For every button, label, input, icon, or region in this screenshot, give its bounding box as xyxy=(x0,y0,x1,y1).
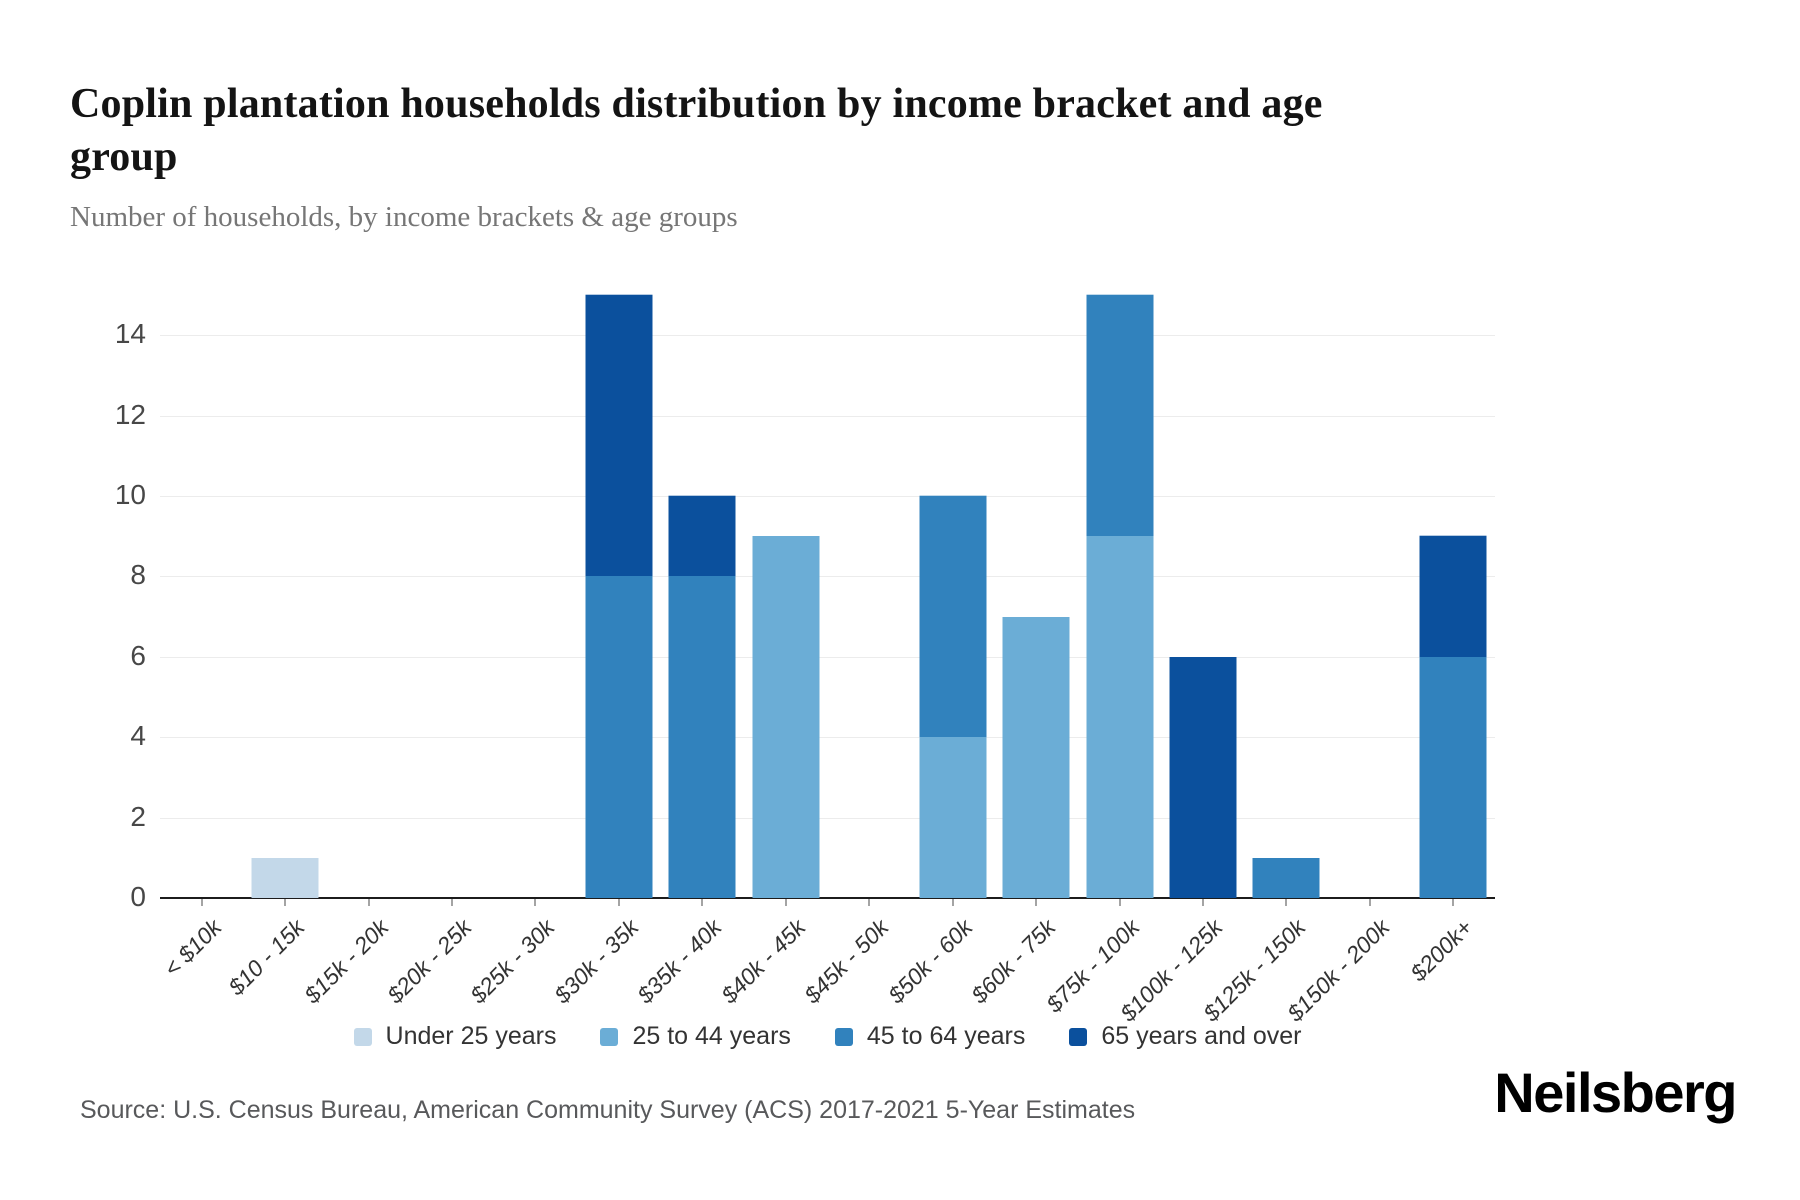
x-axis-tick-label: $30k - 35k xyxy=(548,914,644,1009)
x-axis-tick xyxy=(952,899,954,906)
gridline xyxy=(160,656,1495,658)
x-axis-tick xyxy=(201,899,203,906)
x-axis-tick-label: $15k - 20k xyxy=(298,914,393,1009)
x-axis-tick xyxy=(618,899,620,906)
x-axis-tick-label: $200k+ xyxy=(1405,914,1478,987)
x-axis-tick xyxy=(1369,899,1371,906)
x-axis-line xyxy=(160,897,1495,899)
y-axis-tick-label: 2 xyxy=(130,800,146,832)
x-axis-tick xyxy=(1035,899,1037,906)
x-axis-tick-label: $50k - 60k xyxy=(882,914,978,1009)
bar-segment xyxy=(1419,656,1487,898)
chart-subtitle: Number of households, by income brackets… xyxy=(70,201,738,233)
y-axis-tick-label: 14 xyxy=(114,318,146,350)
bar-segment xyxy=(585,576,653,898)
x-axis-tick-label: $35k - 40k xyxy=(632,914,727,1009)
brand-logo: Neilsberg xyxy=(1494,1061,1737,1124)
x-axis-tick xyxy=(785,899,787,906)
y-axis-tick-label: 6 xyxy=(130,639,146,671)
gridline xyxy=(160,817,1495,819)
x-axis-tick xyxy=(868,899,870,906)
legend-swatch xyxy=(353,1027,372,1046)
x-axis-tick-label: < $10k xyxy=(158,914,227,982)
x-axis-tick xyxy=(1119,899,1121,906)
legend-label: 25 to 44 years xyxy=(632,1022,791,1050)
x-axis-tick xyxy=(1452,899,1454,906)
x-axis-tick-label: $40k - 45k xyxy=(715,914,811,1009)
gridline xyxy=(160,576,1495,578)
bar-segment xyxy=(1002,616,1070,898)
bar-segment xyxy=(251,857,319,898)
x-axis-tick xyxy=(1202,899,1204,906)
bar-segment xyxy=(752,536,820,898)
bar-segment xyxy=(919,737,987,898)
gridline xyxy=(160,737,1495,739)
legend-label: 45 to 64 years xyxy=(866,1022,1026,1050)
legend-item: 65 years and over xyxy=(1069,1022,1301,1051)
y-axis-tick-label: 4 xyxy=(130,720,146,752)
legend-item: 25 to 44 years xyxy=(600,1022,791,1051)
x-axis-tick xyxy=(368,899,370,906)
y-axis-tick-label: 12 xyxy=(114,398,146,430)
bar-segment xyxy=(668,495,736,577)
x-axis-tick-label: $20k - 25k xyxy=(382,914,477,1009)
bar-segment xyxy=(1419,535,1487,657)
x-axis-tick-label: $45k - 50k xyxy=(799,914,894,1009)
legend-swatch xyxy=(600,1027,619,1046)
legend-item: Under 25 years xyxy=(353,1022,557,1051)
x-axis-tick-label: $25k - 30k xyxy=(465,914,560,1009)
bar-segment xyxy=(668,576,736,898)
y-axis-tick-label: 0 xyxy=(130,881,146,912)
x-axis-tick xyxy=(284,899,286,906)
legend-item: 45 to 64 years xyxy=(834,1022,1026,1051)
bar-segment xyxy=(1252,857,1320,898)
gridline xyxy=(160,496,1495,497)
bar-segment xyxy=(919,495,987,738)
legend-swatch xyxy=(1069,1027,1088,1046)
x-axis-tick xyxy=(451,899,453,906)
chart-title: Coplin plantation households distributio… xyxy=(70,81,1323,181)
bar-segment xyxy=(1169,656,1237,898)
x-axis-tick xyxy=(534,899,536,906)
y-axis-tick-label: 8 xyxy=(130,559,146,591)
legend: Under 25 years 25 to 44 years 45 to 64 yea… xyxy=(160,1022,1495,1051)
x-axis-tick-label: $10 - 15k xyxy=(223,914,310,1001)
source-text: Source: U.S. Census Bureau, American Com… xyxy=(80,1096,1136,1124)
x-axis-tick xyxy=(1285,899,1287,906)
x-axis-tick xyxy=(701,899,703,906)
legend-label: Under 25 years xyxy=(385,1022,557,1050)
gridline xyxy=(160,335,1495,337)
bar-segment xyxy=(1086,536,1154,898)
bar-segment xyxy=(1086,294,1154,537)
legend-label: 65 years and over xyxy=(1101,1022,1302,1050)
gridline xyxy=(160,415,1495,417)
legend-swatch xyxy=(834,1027,853,1046)
bar-segment xyxy=(585,294,653,577)
y-axis-tick-label: 10 xyxy=(114,479,146,510)
plot-area: 0 2 4 6 8 10 12 14 < $10k $10 - 15k $15k - 20k $20k… xyxy=(115,294,1495,1026)
